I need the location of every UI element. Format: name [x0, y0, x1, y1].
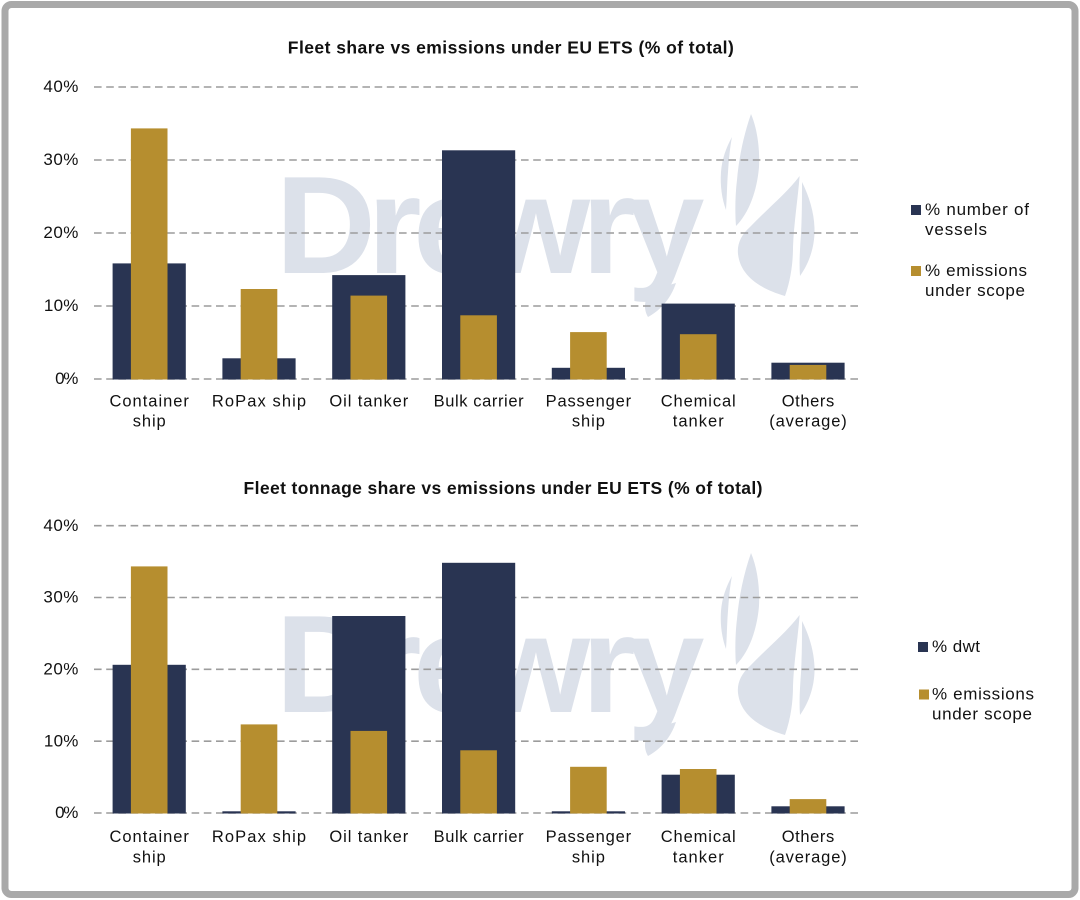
svg-text:ship: ship	[133, 412, 166, 430]
svg-text:Others: Others	[782, 828, 835, 846]
svg-text:(average): (average)	[769, 848, 847, 866]
svg-text:Fleet tonnage share vs emissio: Fleet tonnage share vs emissions under E…	[244, 478, 763, 498]
svg-text:Fleet share vs emissions under: Fleet share vs emissions under EU ETS (%…	[288, 37, 734, 57]
svg-text:vessels: vessels	[925, 220, 987, 239]
svg-text:40%: 40%	[43, 77, 78, 96]
svg-text:RoPax ship: RoPax ship	[212, 392, 306, 410]
svg-text:Passenger: Passenger	[546, 828, 632, 846]
svg-text:Passenger: Passenger	[546, 392, 632, 410]
svg-text:Others: Others	[782, 392, 835, 410]
svg-text:Oil tanker: Oil tanker	[329, 392, 408, 410]
svg-text:Container: Container	[110, 828, 190, 846]
svg-text:Chemical: Chemical	[661, 392, 736, 410]
svg-text:ship: ship	[133, 848, 166, 866]
svg-text:RoPax ship: RoPax ship	[212, 828, 306, 846]
svg-text:tanker: tanker	[673, 412, 725, 430]
svg-text:30%: 30%	[43, 588, 78, 607]
svg-text:under scope: under scope	[925, 281, 1025, 300]
svg-text:Chemical: Chemical	[661, 828, 736, 846]
svg-text:ship: ship	[572, 412, 605, 430]
svg-text:% dwt: % dwt	[932, 637, 980, 656]
svg-text:(average): (average)	[769, 412, 847, 430]
svg-text:% emissions: % emissions	[925, 261, 1027, 280]
svg-text:% emissions: % emissions	[932, 684, 1034, 703]
svg-text:30%: 30%	[43, 150, 78, 169]
svg-text:20%: 20%	[43, 223, 78, 242]
svg-text:Bulk carrier: Bulk carrier	[434, 828, 524, 846]
svg-text:Container: Container	[110, 392, 190, 410]
svg-text:under scope: under scope	[932, 705, 1032, 724]
svg-text:Bulk carrier: Bulk carrier	[434, 392, 524, 410]
svg-text:0%: 0%	[55, 369, 78, 388]
svg-text:Oil tanker: Oil tanker	[329, 828, 408, 846]
svg-text:10%: 10%	[44, 296, 79, 315]
svg-text:40%: 40%	[43, 516, 78, 535]
svg-text:20%: 20%	[43, 660, 78, 679]
svg-text:tanker: tanker	[673, 848, 725, 866]
svg-text:10%: 10%	[44, 731, 79, 750]
svg-text:% number of: % number of	[925, 200, 1029, 219]
svg-text:0%: 0%	[55, 803, 78, 822]
svg-text:ship: ship	[572, 848, 605, 866]
